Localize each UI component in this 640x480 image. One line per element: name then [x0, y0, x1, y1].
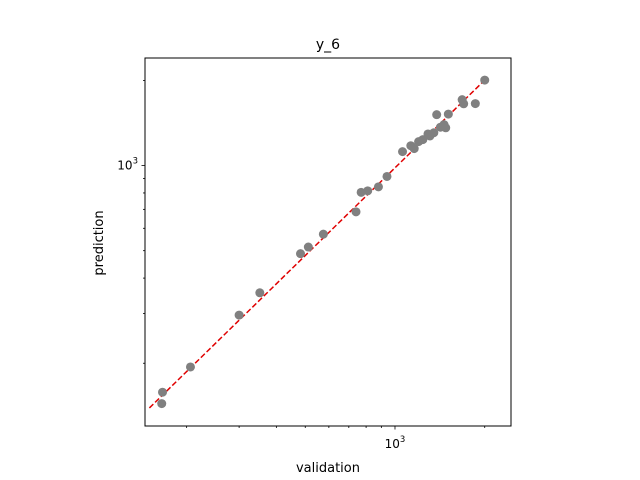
data-point — [441, 123, 451, 133]
x-axis-label: validation — [296, 461, 360, 476]
data-point — [255, 288, 265, 298]
data-point — [432, 110, 442, 120]
axis-ticks-layer: 103 103 — [117, 79, 486, 451]
y-axis-label: prediction — [92, 210, 107, 275]
data-point — [363, 186, 373, 196]
data-point — [373, 182, 383, 192]
data-point — [480, 75, 490, 85]
data-point — [409, 144, 419, 154]
data-point — [382, 171, 392, 181]
data-point — [185, 362, 195, 372]
data-point — [459, 99, 469, 109]
data-point — [429, 128, 439, 138]
reference-line-layer — [148, 79, 486, 409]
x-tick-label: 103 — [385, 435, 406, 451]
data-point — [351, 207, 361, 217]
chart-title: y_6 — [316, 37, 340, 53]
data-point — [303, 242, 313, 252]
data-point — [234, 310, 244, 320]
y-tick-label: 103 — [117, 157, 138, 173]
data-point — [296, 249, 306, 259]
plot-area-frame — [144, 57, 512, 427]
reference-line — [148, 79, 486, 409]
data-point — [470, 99, 480, 109]
data-point — [443, 109, 453, 119]
data-point — [157, 399, 167, 409]
data-point — [398, 147, 408, 157]
data-point — [318, 229, 328, 239]
scatter-points-layer — [157, 75, 490, 409]
data-point — [158, 387, 168, 397]
